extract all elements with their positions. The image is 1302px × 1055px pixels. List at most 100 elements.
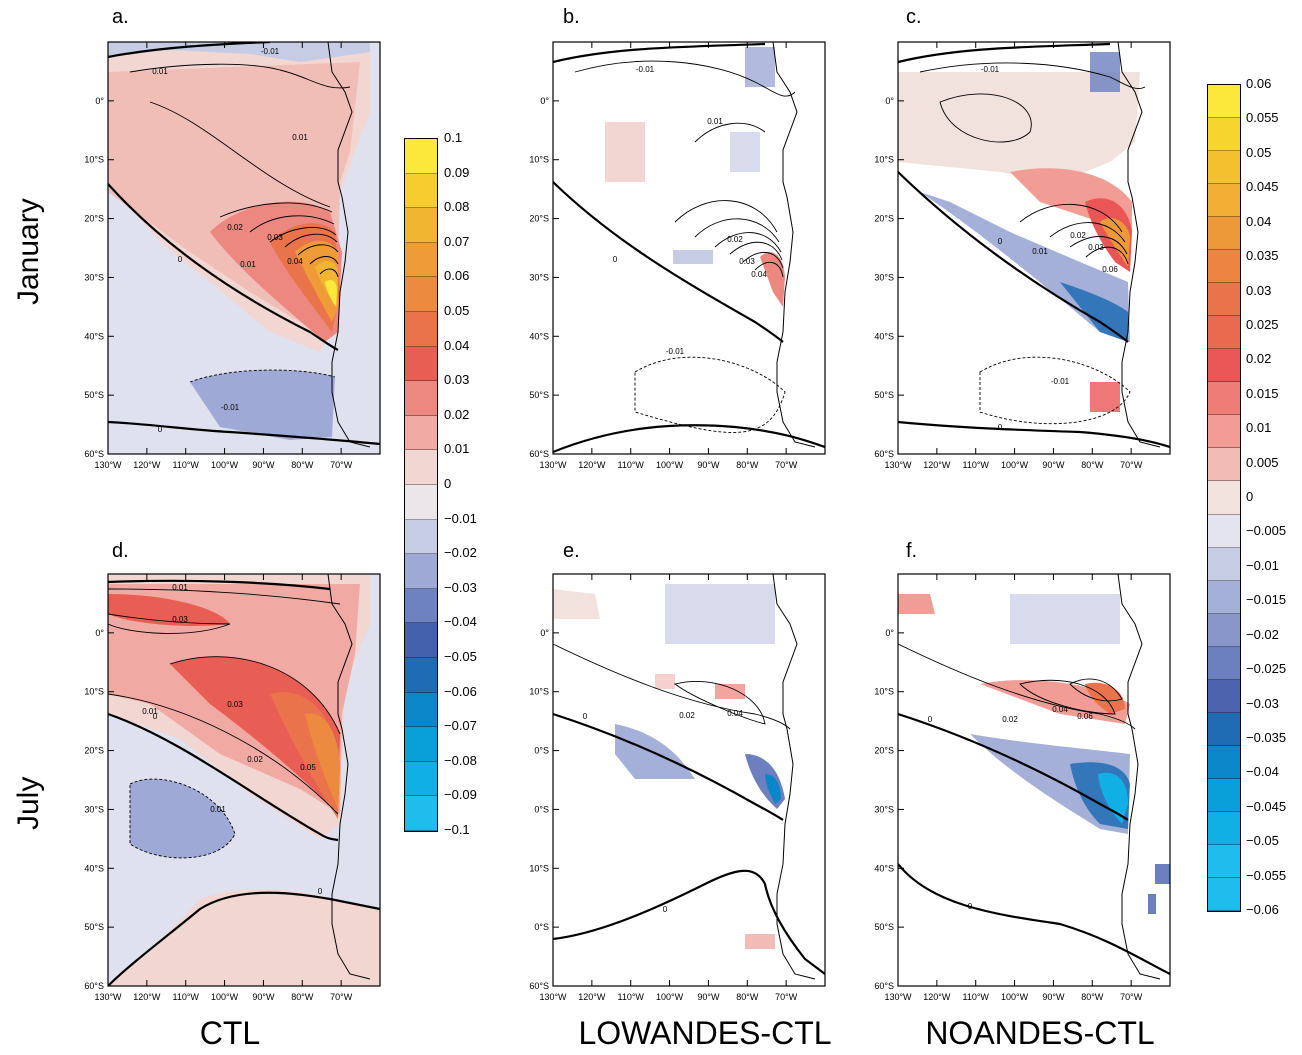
colorbar-swatch: [1208, 250, 1240, 284]
contour-label: 0.03: [267, 233, 283, 242]
x-tick-label: 100°W: [656, 460, 684, 470]
colorbar-tick-label: 0.08: [444, 199, 470, 215]
contour-label: 0.02: [247, 755, 263, 764]
y-tick-label: 10°S: [529, 155, 549, 165]
panel-f-map: 130°W 120°W 110°W 100°W 90°W 80°W 70°W 0° 10°S 20…: [874, 573, 1171, 1002]
colorbar-tick-label: 0.02: [444, 406, 470, 422]
contour-label: -0.01: [981, 65, 1000, 74]
x-tick-label: 130°W: [884, 460, 912, 470]
contour-label: 0: [928, 715, 933, 724]
y-tick-label: 30°S: [874, 804, 894, 814]
x-tick-label: 100°W: [211, 460, 239, 470]
y-tick-label: 40°S: [874, 331, 894, 341]
colorbar-tick-label: −0.08: [444, 752, 477, 768]
contour-label: 0: [998, 237, 1003, 246]
panel-c-map: 130°W 120°W 110°W 100°W 90°W 80°W 70°W 0° 10°S 20…: [874, 41, 1171, 470]
contour-label: 0.02: [1070, 231, 1086, 240]
y-tick-label: 60°S: [529, 449, 549, 459]
x-tick-label: 100°W: [1001, 460, 1029, 470]
y-tick-label: 10°S: [874, 687, 894, 697]
colorbar-diff-ticks: 0.06 0.055 0.05 0.045 0.04 0.035 0.03 0.025 0.02…: [1246, 76, 1302, 917]
colorbar-tick-label: 0.03: [444, 372, 470, 388]
panel-d-map: 130°W 120°W 110°W 100°W 90°W 80°W 70°W 0° 10°S 20…: [84, 573, 381, 1002]
colorbar-tick-label: −0.07: [444, 718, 477, 734]
colorbar-tick-label: −0.02: [444, 545, 477, 561]
y-tick-label: 40°S: [529, 331, 549, 341]
colorbar-tick-label: −0.1: [444, 822, 470, 837]
x-tick-label: 110°W: [617, 460, 644, 470]
x-tick-label: 120°W: [923, 460, 951, 470]
panel-a-map: 130°W 120°W 110°W 100°W 90°W 80°W 70°W 0° 10°S 20…: [84, 41, 381, 470]
contour-label: -0.01: [1051, 377, 1070, 386]
panel-letter-b: b.: [563, 6, 580, 28]
colorbar-tick-label: 0.055: [1246, 110, 1279, 126]
y-tick-label: 40°S: [84, 863, 104, 873]
colorbar-swatch: [1208, 514, 1240, 548]
contour-label: 0: [663, 905, 668, 914]
x-tick-label: 90°W: [697, 460, 720, 470]
colorbar-swatch: [1208, 481, 1240, 515]
panel-b-map: 130°W 120°W 110°W 100°W 90°W 80°W 70°W 0° 10°S 20…: [529, 41, 826, 470]
contour-label: 0: [178, 255, 183, 264]
colorbar-swatch: [1208, 349, 1240, 383]
colorbar-swatch: [1208, 283, 1240, 317]
panel-letter-f: f.: [906, 540, 918, 562]
colorbar-tick-label: −0.06: [444, 683, 477, 699]
colorbar-swatch: [405, 312, 437, 347]
colorbar-swatch: [1208, 85, 1240, 119]
colorbar-tick-label: 0.06: [444, 268, 470, 284]
colorbar-tick-label: −0.055: [1246, 867, 1287, 883]
colorbar-swatch: [405, 450, 437, 485]
colorbar-tick-label: 0.02: [1246, 351, 1272, 367]
colorbar-swatch: [405, 623, 437, 658]
colorbar-swatch: [405, 208, 437, 243]
colorbar-swatch: [405, 658, 437, 693]
col-label-lowandes: LOWANDES-CTL: [578, 1015, 832, 1051]
x-tick-label: 100°W: [211, 992, 239, 1002]
colorbar-swatch: [405, 727, 437, 762]
contour-label: 0: [613, 255, 618, 264]
colorbar-swatch: [1208, 613, 1240, 647]
colorbar-tick-label: −0.04: [444, 614, 477, 630]
y-tick-label: 60°S: [874, 449, 894, 459]
colorbar-swatch: [1208, 844, 1240, 878]
x-tick-label: 130°W: [884, 992, 912, 1002]
colorbar-swatch: [1208, 679, 1240, 713]
contour-label: 0: [318, 887, 323, 896]
contour-label: 0.04: [287, 257, 303, 266]
x-tick-label: 90°W: [697, 992, 720, 1002]
x-tick-label: 110°W: [617, 992, 644, 1002]
x-tick-label: 120°W: [133, 992, 161, 1002]
contour-label: 0.01: [210, 805, 226, 814]
colorbar-swatch: [1208, 712, 1240, 746]
colorbar-swatch: [1208, 118, 1240, 152]
contour-label: 0.01: [1032, 247, 1048, 256]
x-tick-label: 90°W: [1042, 992, 1065, 1002]
x-tick-label: 70°W: [775, 992, 798, 1002]
contour-label: 0.01: [240, 260, 256, 269]
colorbar-tick-label: 0: [1246, 489, 1254, 504]
colorbar-swatch: [405, 588, 437, 624]
colorbar-swatch: [405, 173, 437, 209]
x-tick-label: 90°W: [252, 460, 275, 470]
x-tick-label: 130°W: [94, 992, 122, 1002]
colorbar-tick-label: −0.05: [1246, 833, 1279, 849]
contour-label: 0.02: [227, 223, 243, 232]
y-tick-label: 0°S: [534, 746, 549, 756]
y-tick-label: 50°S: [874, 390, 894, 400]
x-tick-label: 120°W: [578, 460, 606, 470]
panel-letter-d: d.: [112, 540, 129, 562]
colorbar-swatch: [1208, 778, 1240, 812]
contour-label: -0.01: [221, 403, 240, 412]
colorbar-swatch: [1208, 811, 1240, 845]
contour-label: 0.01: [142, 707, 158, 716]
colorbar-tick-label: 0.05: [1246, 144, 1272, 160]
colorbar-tick-label: 0.06: [1246, 76, 1272, 91]
colorbar-tick-label: −0.09: [444, 787, 477, 803]
colorbar-swatch: [1208, 745, 1240, 779]
colorbar-swatch: [405, 761, 437, 797]
y-tick-label: 30°S: [874, 272, 894, 282]
y-tick-label: 50°S: [874, 922, 894, 932]
x-tick-label: 90°W: [1042, 460, 1065, 470]
colorbar-tick-label: 0.045: [1246, 179, 1279, 195]
